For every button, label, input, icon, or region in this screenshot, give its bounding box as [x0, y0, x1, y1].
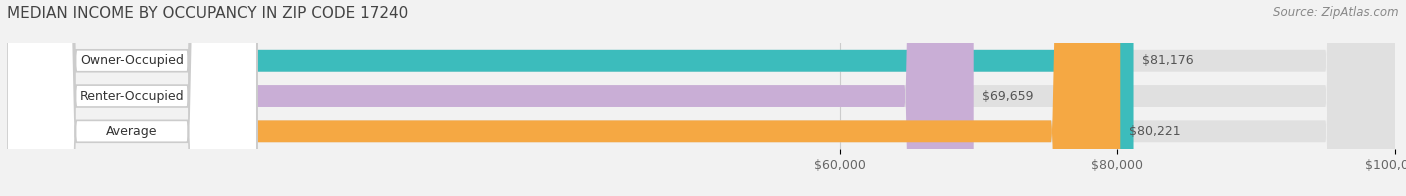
Text: Source: ZipAtlas.com: Source: ZipAtlas.com [1274, 6, 1399, 19]
FancyBboxPatch shape [7, 0, 257, 196]
FancyBboxPatch shape [7, 0, 257, 196]
FancyBboxPatch shape [7, 0, 1121, 196]
Text: $81,176: $81,176 [1142, 54, 1194, 67]
FancyBboxPatch shape [7, 0, 974, 196]
Text: Renter-Occupied: Renter-Occupied [80, 90, 184, 103]
Text: Owner-Occupied: Owner-Occupied [80, 54, 184, 67]
Text: $69,659: $69,659 [981, 90, 1033, 103]
FancyBboxPatch shape [7, 0, 1395, 196]
Text: MEDIAN INCOME BY OCCUPANCY IN ZIP CODE 17240: MEDIAN INCOME BY OCCUPANCY IN ZIP CODE 1… [7, 6, 408, 21]
FancyBboxPatch shape [7, 0, 1133, 196]
FancyBboxPatch shape [7, 0, 1395, 196]
FancyBboxPatch shape [7, 0, 1395, 196]
Text: Average: Average [107, 125, 157, 138]
FancyBboxPatch shape [7, 0, 257, 196]
Text: $80,221: $80,221 [1129, 125, 1180, 138]
